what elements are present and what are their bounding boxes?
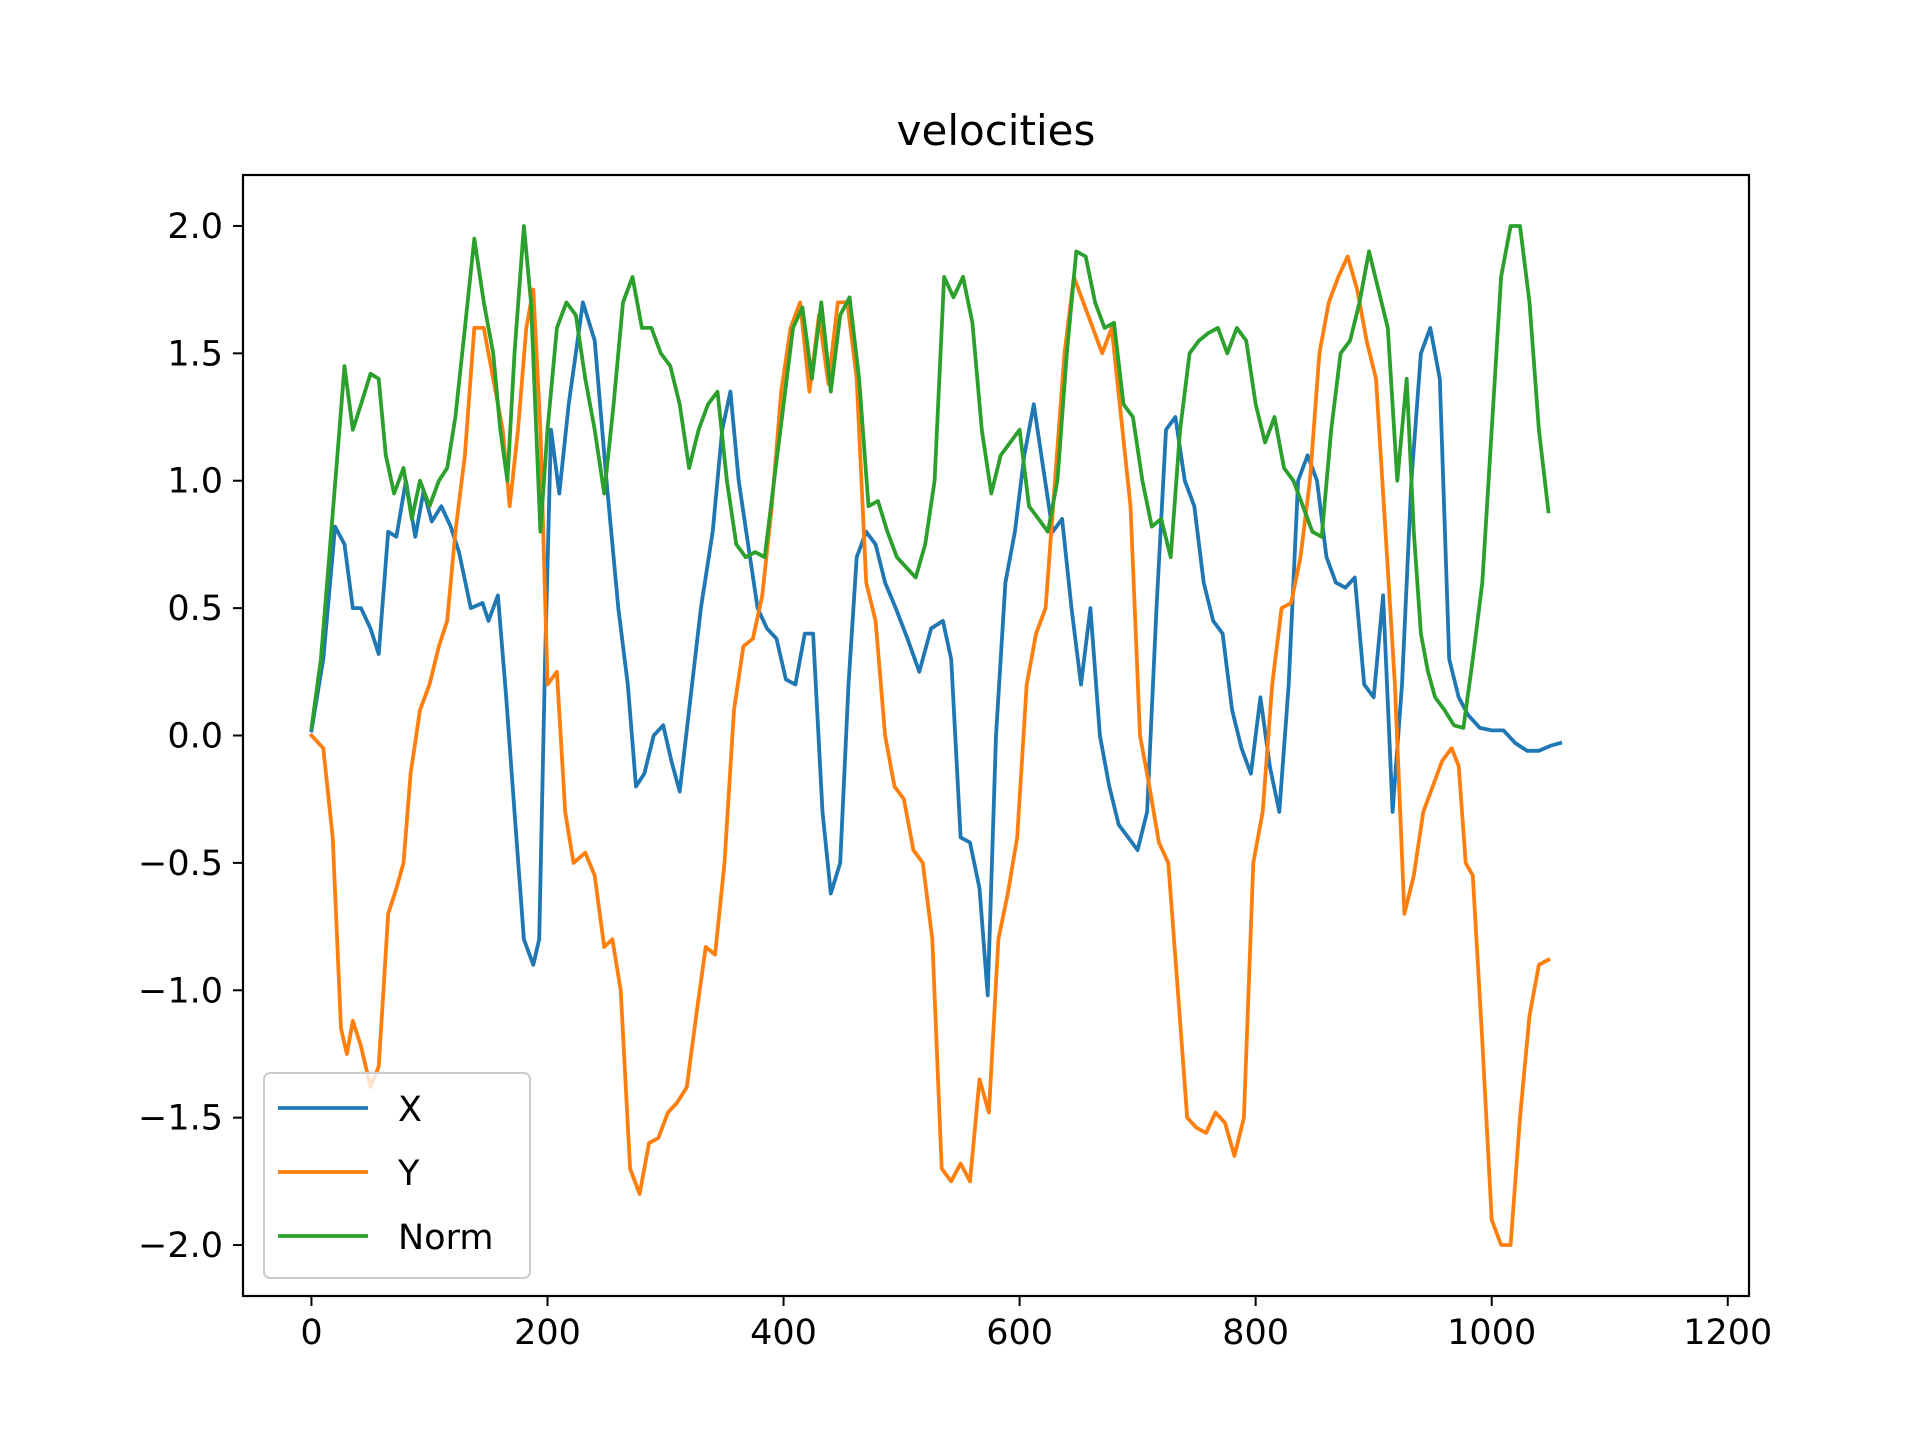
x-axis: 0 200 400 600 800 1000 1200 <box>300 1296 1772 1353</box>
y-tick-label: −1.5 <box>138 1099 223 1139</box>
x-tick-label: 1000 <box>1447 1313 1536 1353</box>
y-tick-label: −0.5 <box>138 844 223 884</box>
y-tick-label: 1.0 <box>167 462 223 502</box>
plot-area <box>308 224 1563 1247</box>
x-tick-label: 800 <box>1222 1313 1289 1353</box>
y-axis: −2.0 −1.5 −1.0 −0.5 0.0 0.5 1.0 1.5 2.0 <box>138 207 243 1266</box>
chart-title: velocities <box>897 106 1096 155</box>
x-tick-label: 400 <box>750 1313 817 1353</box>
y-tick-label: 0.0 <box>167 717 223 757</box>
y-tick-label: −2.0 <box>138 1226 223 1266</box>
y-tick-label: 1.5 <box>167 334 223 374</box>
legend-label-norm: Norm <box>398 1218 493 1258</box>
x-tick-label: 600 <box>986 1313 1053 1353</box>
series-line-x <box>309 300 1563 998</box>
y-tick-label: 2.0 <box>167 207 223 247</box>
x-tick-label: 200 <box>514 1313 581 1353</box>
series-line-norm <box>309 224 1551 731</box>
x-tick-label: 1200 <box>1683 1313 1772 1353</box>
legend-label-x: X <box>398 1090 422 1130</box>
plot-frame <box>241 173 1751 1298</box>
legend-label-y: Y <box>397 1154 420 1194</box>
x-tick-label: 0 <box>300 1313 322 1353</box>
legend-box <box>263 1072 531 1279</box>
y-tick-label: 0.5 <box>167 589 223 629</box>
legend: XY Norm <box>263 1072 531 1279</box>
y-tick-label: −1.0 <box>138 971 223 1011</box>
